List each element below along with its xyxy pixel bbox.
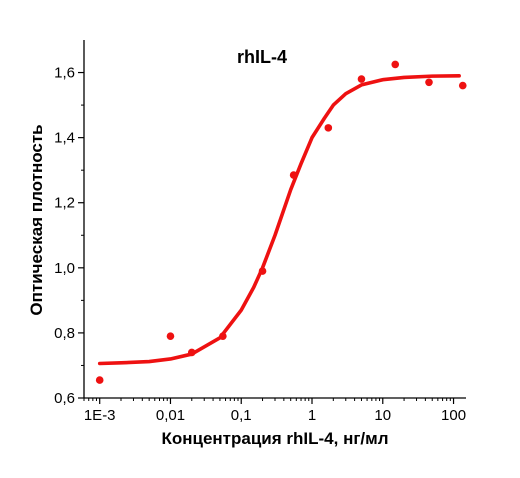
axes [83,40,466,399]
data-point [258,267,267,275]
x-tick-label: 100 [441,407,466,424]
y-tick-label: 1,6 [54,65,75,82]
data-point [458,81,467,90]
data-points-layer [95,60,467,384]
data-point [425,78,433,87]
data-point [95,376,104,384]
data-point [324,124,333,132]
x-tick-label: 1E-3 [84,407,116,424]
fit-curve-layer [97,74,461,366]
data-point [219,332,227,340]
y-tick-label: 1,2 [54,195,75,212]
y-axis-title: Оптическая плотность [27,124,46,315]
data-point [357,75,366,83]
x-tick-label: 0,1 [231,407,252,424]
x-tick-label: 1 [308,407,316,424]
y-tick-label: 0,6 [54,390,75,407]
x-tick-label: 10 [374,407,391,424]
x-axis-title: Концентрация rhIL-4, нг/мл [161,429,388,448]
y-tick-label: 1,0 [54,260,75,277]
data-point [187,348,196,357]
data-point [391,60,400,69]
data-point [289,171,298,179]
chart-title: rhIL-4 [237,47,287,67]
ticks: 1E-3 0,01 0,1 1 10 100 0,6 0,8 1,0 1,2 1,4 1,6 [54,65,466,424]
data-point [166,332,175,340]
fit-curve [97,74,461,366]
x-tick-label: 0,01 [156,407,185,424]
y-tick-label: 0,8 [54,325,75,342]
y-tick-label: 1,4 [54,130,75,147]
